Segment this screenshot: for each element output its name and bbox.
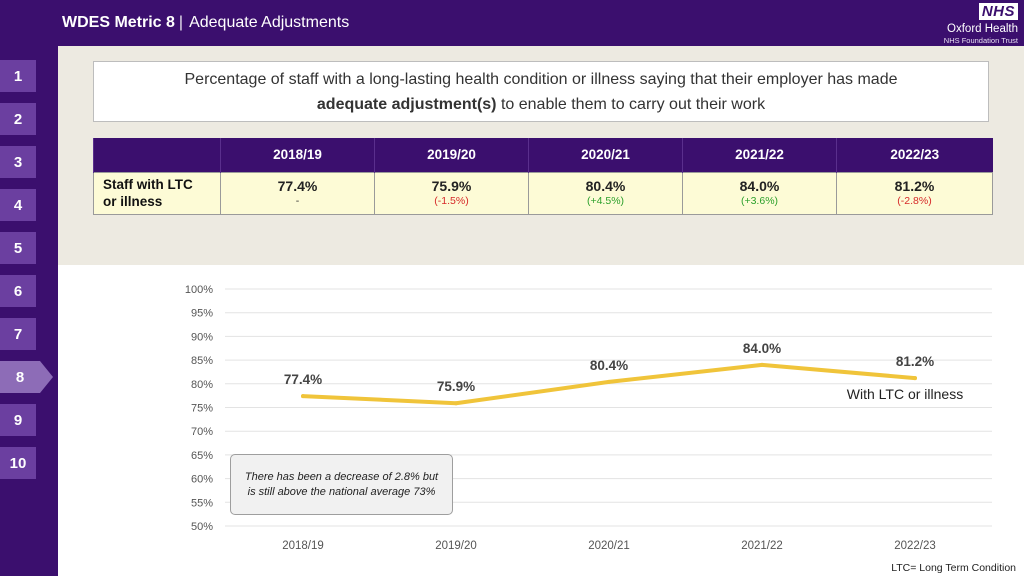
y-tick-label: 95% <box>191 308 213 320</box>
x-tick-label: 2022/23 <box>894 540 936 552</box>
data-point <box>913 376 917 381</box>
table-cell: 81.2% (-2.8%) <box>836 171 993 215</box>
table-header: 2022/23 <box>836 138 993 172</box>
question-box: Percentage of staff with a long-lasting … <box>93 61 989 122</box>
cell-change: (+3.6%) <box>740 195 779 207</box>
data-point <box>760 362 764 367</box>
nav-item-8-active[interactable]: 8 <box>0 361 53 393</box>
y-tick-label: 55% <box>191 497 213 509</box>
cell-value: 80.4% <box>585 178 626 194</box>
metrics-table: 2018/19 2019/20 2020/21 2021/22 2022/23 … <box>93 138 993 215</box>
table-cell: 75.9% (-1.5%) <box>374 171 529 215</box>
x-tick-label: 2021/22 <box>741 540 783 552</box>
data-label: 75.9% <box>437 379 475 394</box>
y-tick-label: 90% <box>191 331 213 343</box>
table-header: 2018/19 <box>220 138 375 172</box>
nav-item-5[interactable]: 5 <box>0 232 36 264</box>
data-label: 77.4% <box>284 372 322 387</box>
y-tick-label: 60% <box>191 474 213 486</box>
data-label: 81.2% <box>896 354 934 369</box>
row-label: Staff with LTC or illness <box>93 171 221 215</box>
nav-item-2[interactable]: 2 <box>0 103 36 135</box>
table-cell: 77.4% - <box>220 171 375 215</box>
y-tick-label: 50% <box>191 521 213 533</box>
nav-item-4[interactable]: 4 <box>0 189 36 221</box>
table-header-blank <box>93 138 221 172</box>
row-label-line-1: Staff with LTC <box>103 177 193 192</box>
row-label-line-2: or illness <box>103 194 163 209</box>
y-tick-label: 65% <box>191 450 213 462</box>
note-callout: There has been a decrease of 2.8% but is… <box>230 454 453 515</box>
table-row: Staff with LTC or illness 77.4% - 75.9% (-… <box>93 171 993 215</box>
footnote: LTC= Long Term Condition <box>891 562 1016 574</box>
cell-value: 77.4% <box>277 178 318 194</box>
y-tick-label: 75% <box>191 403 213 415</box>
y-tick-label: 80% <box>191 379 213 391</box>
page-title: WDES Metric 8 | Adequate Adjustments <box>62 14 349 32</box>
question-line-1: Percentage of staff with a long-lasting … <box>184 71 898 88</box>
y-tick-label: 85% <box>191 355 213 367</box>
table-header: 2020/21 <box>528 138 683 172</box>
nav-item-9[interactable]: 9 <box>0 404 36 436</box>
nav-item-3[interactable]: 3 <box>0 146 36 178</box>
cell-value: 81.2% <box>894 178 935 194</box>
nav-item-6[interactable]: 6 <box>0 275 36 307</box>
cell-value: 75.9% <box>431 178 472 194</box>
table-header-row: 2018/19 2019/20 2020/21 2021/22 2022/23 <box>93 138 993 172</box>
org-name: Oxford Health <box>947 23 1018 35</box>
data-label: 84.0% <box>743 341 781 356</box>
cell-change: (-1.5%) <box>434 195 469 207</box>
nav-item-10[interactable]: 10 <box>0 447 36 479</box>
y-tick-label: 70% <box>191 426 213 438</box>
table-cell: 84.0% (+3.6%) <box>682 171 837 215</box>
data-label: 80.4% <box>590 358 628 373</box>
table-cell: 80.4% (+4.5%) <box>528 171 683 215</box>
nav-item-1[interactable]: 1 <box>0 60 36 92</box>
table-header: 2019/20 <box>374 138 529 172</box>
data-point <box>607 379 611 384</box>
question-line-2-rest: to enable them to carry out their work <box>500 96 766 113</box>
cell-change: (+4.5%) <box>586 195 625 207</box>
table-header: 2021/22 <box>682 138 837 172</box>
x-tick-label: 2018/19 <box>282 540 324 552</box>
x-tick-label: 2020/21 <box>588 540 630 552</box>
series-line <box>301 362 917 406</box>
question-emphasis: adequate adjustment(s) <box>316 96 497 113</box>
cell-value: 84.0% <box>739 178 780 194</box>
nhs-logo-mark: NHS <box>978 3 1018 20</box>
series-label: With LTC or illness <box>847 386 963 402</box>
trust-name: NHS Foundation Trust <box>943 36 1018 45</box>
nhs-logo: NHS Oxford Health NHS Foundation Trust <box>934 3 1020 45</box>
cell-change: (-2.8%) <box>897 195 932 207</box>
nav-item-7[interactable]: 7 <box>0 318 36 350</box>
y-tick-label: 100% <box>185 284 213 296</box>
data-point <box>454 401 458 406</box>
data-point <box>301 394 305 399</box>
title-separator: | <box>178 14 184 31</box>
cell-change: - <box>295 195 300 207</box>
metric-subtitle: Adequate Adjustments <box>189 14 350 31</box>
sidebar-nav: 1 2 3 4 5 6 7 8 9 10 <box>0 46 58 576</box>
note-line-2: is still above the national average 73% <box>247 486 436 498</box>
metric-title: WDES Metric 8 <box>62 14 175 31</box>
note-line-1: There has been a decrease of 2.8% but <box>244 471 439 483</box>
x-tick-label: 2019/20 <box>435 540 477 552</box>
header-bar: WDES Metric 8 | Adequate Adjustments NHS O… <box>0 0 1024 46</box>
question-line-2: adequate adjustment(s) to enable them to… <box>94 92 988 117</box>
